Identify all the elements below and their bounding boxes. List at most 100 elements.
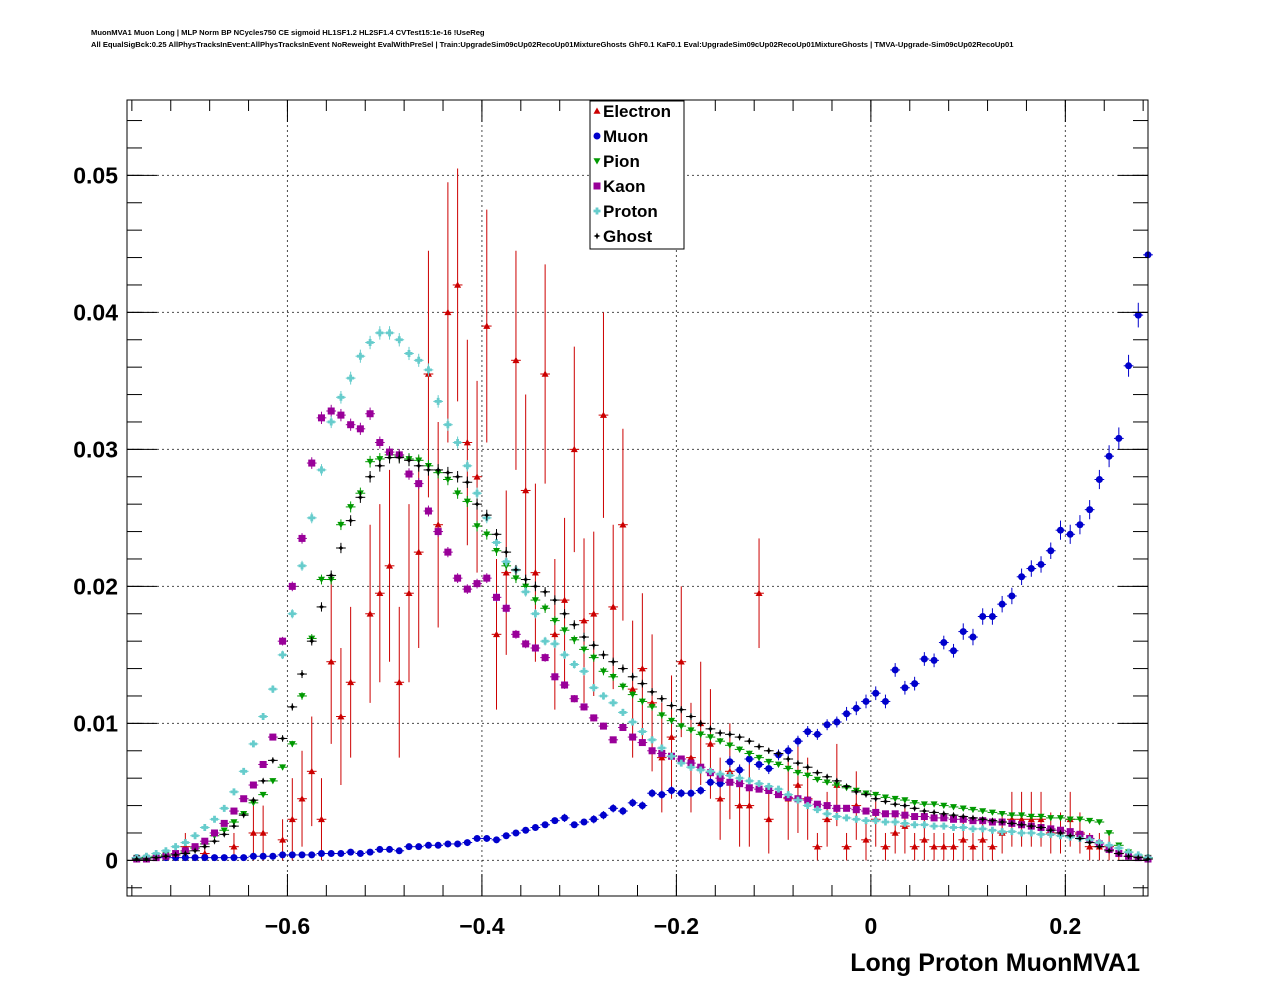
header-line-2: All EqualSigBck:0.25 AllPhysTracksInEven… bbox=[91, 40, 1014, 49]
kaon-point bbox=[230, 807, 238, 815]
electron-point bbox=[891, 829, 899, 836]
ghost-point bbox=[201, 843, 209, 851]
legend-label-muon: Muon bbox=[603, 127, 648, 146]
electron-point bbox=[551, 630, 559, 638]
kaon-point bbox=[629, 733, 637, 741]
x-tick-label: 0.2 bbox=[1049, 913, 1081, 939]
pion-point bbox=[493, 547, 501, 555]
proton-point bbox=[911, 821, 919, 829]
kaon-point bbox=[298, 534, 306, 542]
electron-point bbox=[911, 843, 919, 850]
ghost-point bbox=[347, 517, 355, 525]
kaon-point bbox=[852, 806, 860, 814]
muon-point bbox=[716, 780, 724, 788]
electron-point bbox=[765, 815, 773, 823]
pion-point bbox=[833, 782, 841, 789]
electron-point bbox=[716, 795, 724, 802]
ghost-point bbox=[804, 763, 812, 771]
proton-point bbox=[774, 785, 782, 793]
ghost-point bbox=[570, 621, 578, 629]
muon-point bbox=[1115, 434, 1123, 442]
muon-point bbox=[1037, 560, 1045, 568]
electron-point bbox=[298, 795, 306, 802]
ghost-point bbox=[220, 830, 228, 838]
electron-point bbox=[386, 562, 394, 569]
electron-point bbox=[920, 836, 928, 843]
axes: −0.6 −0.4 −0.2 0 0.2 0 0.01 0.02 0.03 0.04 0.05 bbox=[73, 100, 1148, 939]
muon-point bbox=[570, 821, 578, 829]
ghost-point bbox=[191, 847, 199, 855]
electron-point bbox=[415, 548, 423, 555]
ghost-point bbox=[911, 804, 919, 812]
electron-point bbox=[668, 733, 676, 740]
muon-point bbox=[298, 851, 306, 859]
proton-point bbox=[317, 466, 325, 474]
muon-point bbox=[201, 854, 209, 862]
electron-point bbox=[366, 610, 374, 617]
muon-point bbox=[531, 823, 539, 831]
ghost-point bbox=[891, 800, 899, 808]
electron-point bbox=[726, 767, 734, 775]
muon-point bbox=[308, 851, 316, 859]
pion-point bbox=[697, 731, 705, 738]
electron-point bbox=[347, 678, 355, 686]
muon-point bbox=[852, 704, 860, 712]
pion-point bbox=[658, 712, 666, 719]
pion-point bbox=[619, 683, 627, 690]
muon-point bbox=[327, 850, 335, 858]
kaon-point bbox=[220, 819, 228, 827]
pion-point bbox=[288, 741, 296, 748]
ghost-point bbox=[1076, 834, 1084, 842]
muon-point bbox=[609, 804, 617, 812]
ghost-point bbox=[833, 777, 841, 785]
muon-point bbox=[998, 600, 1006, 608]
proton-point bbox=[794, 796, 802, 804]
muon-point bbox=[988, 613, 996, 621]
electron-point bbox=[979, 836, 987, 843]
proton-point bbox=[988, 826, 996, 834]
pion-point bbox=[376, 456, 384, 463]
electron-point bbox=[862, 836, 870, 843]
proton-point bbox=[726, 771, 734, 779]
ghost-point bbox=[998, 818, 1006, 826]
muon-point bbox=[551, 817, 559, 825]
pion-point bbox=[755, 754, 763, 762]
muon-point bbox=[677, 789, 685, 797]
proton-point bbox=[405, 349, 413, 357]
ghost-point bbox=[629, 673, 637, 681]
pion-point bbox=[1027, 813, 1035, 821]
proton-point bbox=[561, 651, 569, 659]
pion-point bbox=[969, 806, 977, 814]
proton-point bbox=[1047, 830, 1055, 838]
ghost-point bbox=[502, 548, 510, 556]
legend-label-proton: Proton bbox=[603, 202, 658, 221]
ghost-point bbox=[327, 571, 335, 579]
electron-point bbox=[677, 658, 685, 665]
pion-point bbox=[483, 531, 491, 538]
muon-point bbox=[755, 760, 763, 768]
muon-point bbox=[911, 680, 919, 688]
kaon-point bbox=[424, 507, 432, 515]
pion-point bbox=[444, 476, 452, 484]
proton-point bbox=[288, 610, 296, 618]
muon-point bbox=[930, 656, 938, 664]
muon-point bbox=[843, 710, 851, 718]
electron-point bbox=[609, 603, 617, 610]
legend-marker-electron bbox=[593, 107, 601, 114]
pion-point bbox=[1056, 815, 1064, 822]
muon-point bbox=[405, 843, 413, 851]
ghost-point bbox=[1134, 854, 1142, 862]
kaon-point bbox=[1066, 828, 1074, 836]
kaon-point bbox=[240, 795, 248, 803]
pion-point bbox=[813, 776, 821, 784]
muon-point bbox=[522, 826, 530, 834]
kaon-point bbox=[444, 548, 452, 556]
kaon-point bbox=[541, 654, 549, 662]
pion-point bbox=[599, 668, 607, 675]
pion-point bbox=[687, 727, 695, 734]
kaon-point bbox=[570, 695, 578, 703]
muon-point bbox=[230, 854, 238, 862]
electron-point bbox=[823, 815, 831, 823]
proton-point bbox=[1037, 830, 1045, 838]
